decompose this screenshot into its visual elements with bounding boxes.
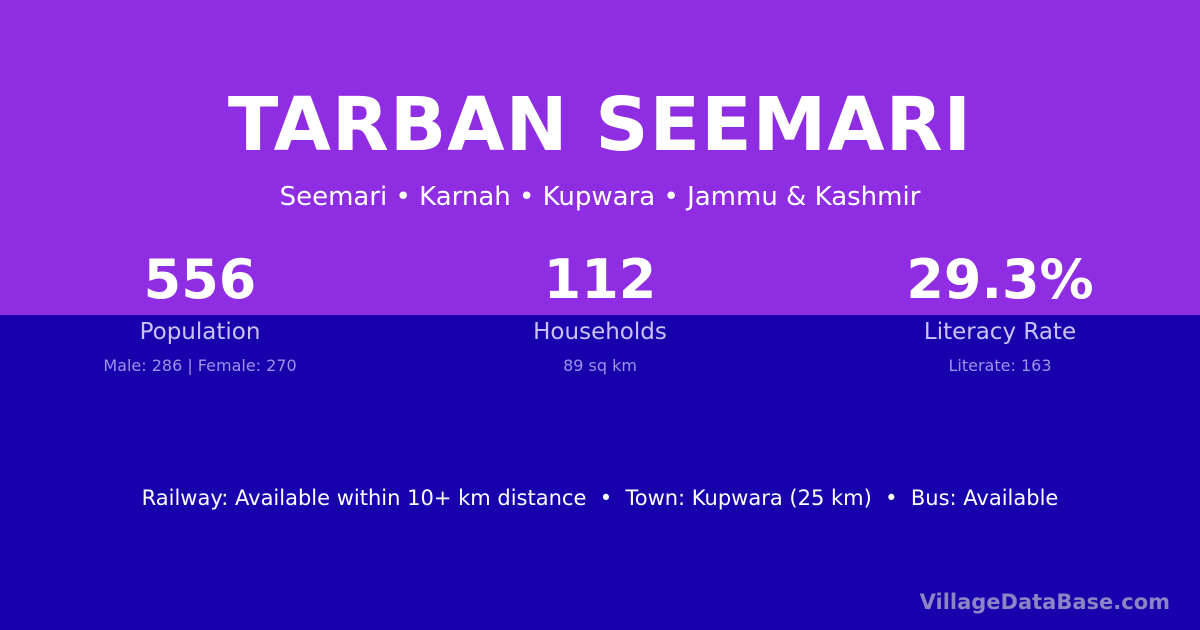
stat-sub: Male: 286 | Female: 270 [103, 356, 297, 375]
stat-population: 556 Population Male: 286 | Female: 270 [0, 248, 400, 375]
location-breadcrumb: Seemari • Karnah • Kupwara • Jammu & Kas… [279, 182, 921, 212]
stat-label: Households [533, 319, 667, 345]
stat-households: 112 Households 89 sq km [400, 248, 800, 375]
stat-sub: Literate: 163 [948, 356, 1052, 375]
brand-logo: VillageDataBase.com [919, 590, 1170, 614]
page-title: TARBAN SEEMARI [227, 82, 973, 168]
stat-label: Literacy Rate [923, 319, 1077, 345]
stat-literacy: 29.3% Literacy Rate Literate: 163 [800, 248, 1200, 375]
stat-sub: 89 sq km [563, 356, 637, 375]
stat-label: Population [139, 319, 261, 345]
stat-value: 556 [143, 248, 257, 311]
stat-value: 112 [543, 248, 657, 311]
stat-value: 29.3% [906, 248, 1094, 311]
header-band [0, 0, 1200, 315]
connectivity-info: Railway: Available within 10+ km distanc… [141, 486, 1059, 510]
